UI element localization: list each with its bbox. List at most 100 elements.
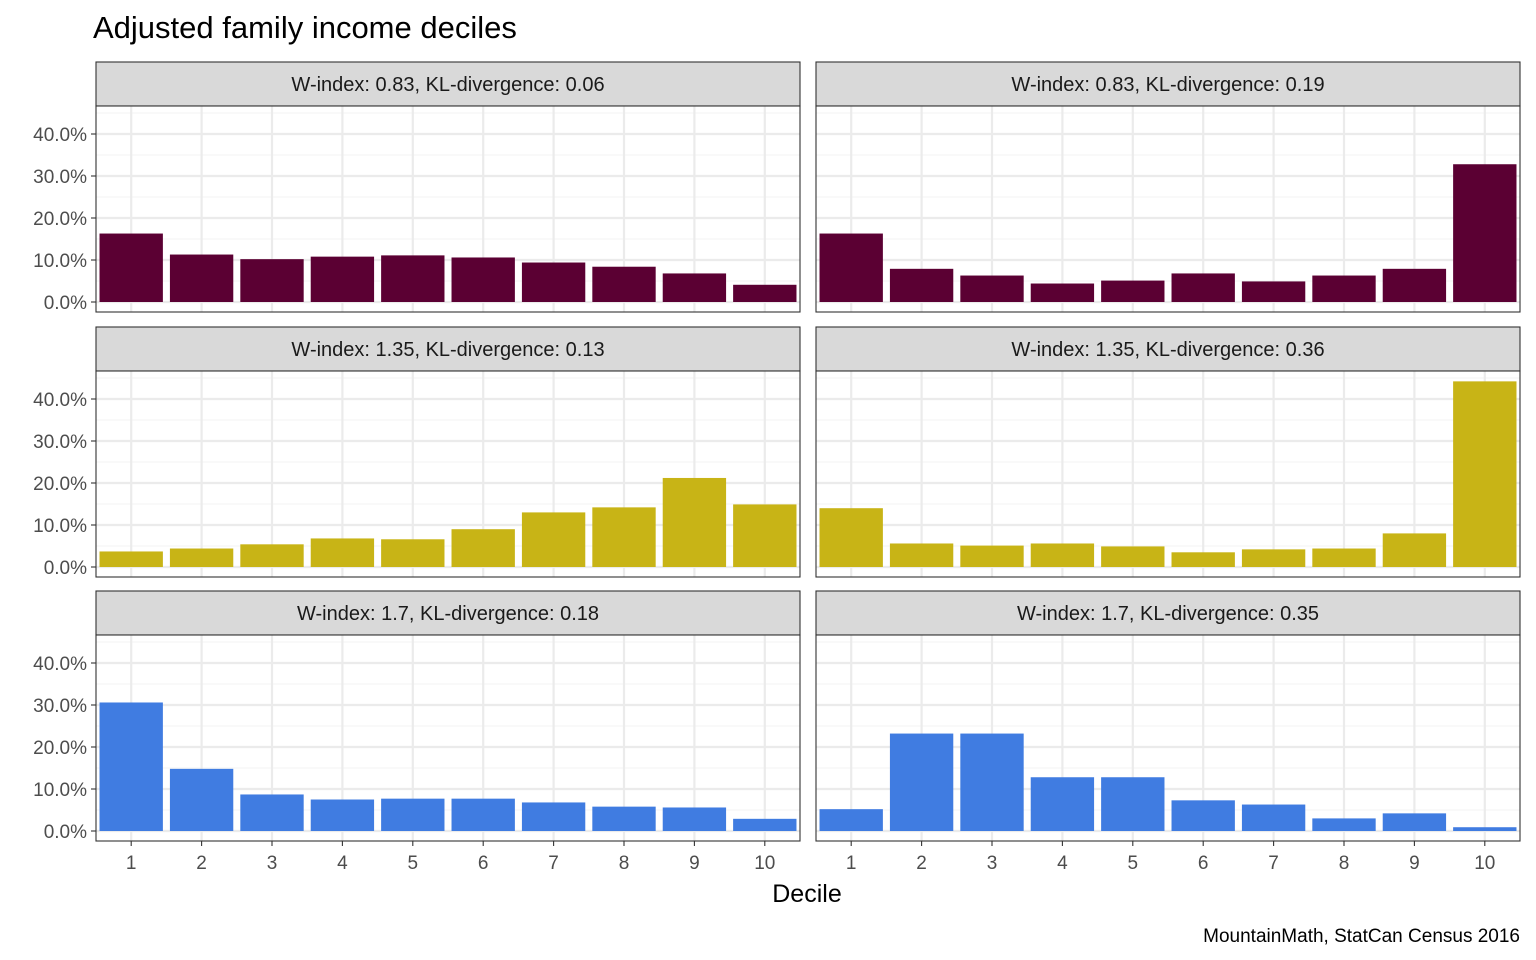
x-tick-label: 6 [1198, 853, 1209, 874]
y-tick-label: 0.0% [44, 822, 87, 843]
facet-strip-label: W-index: 0.83, KL-divergence: 0.06 [291, 74, 604, 96]
bar-decile-8 [1312, 548, 1376, 567]
x-tick-label: 7 [548, 853, 559, 874]
facet-panel-2: W-index: 0.83, KL-divergence: 0.19 [815, 61, 1521, 313]
bar-decile-5 [381, 255, 445, 302]
facet-strip [95, 326, 801, 372]
bar-decile-6 [1171, 800, 1235, 831]
y-tick-label: 20.0% [33, 474, 87, 495]
bar-decile-1 [819, 233, 883, 302]
x-tick-label: 3 [987, 853, 998, 874]
y-tick-label: 30.0% [33, 432, 87, 453]
y-tick-label: 20.0% [33, 209, 87, 230]
bar-decile-5 [1101, 280, 1165, 302]
facet-strip [815, 590, 1521, 636]
bar-decile-5 [381, 539, 445, 567]
bar-decile-2 [889, 543, 954, 567]
panel-border [815, 105, 1521, 313]
x-tick-label: 2 [916, 853, 927, 874]
facet-panel-1: W-index: 0.83, KL-divergence: 0.06 0.0% 10… [33, 61, 801, 314]
facet-strip-label: W-index: 0.83, KL-divergence: 0.19 [1011, 74, 1324, 96]
x-tick-label: 7 [1268, 853, 1279, 874]
facet-panel-3: W-index: 1.35, KL-divergence: 0.13 0.0% 10… [33, 326, 801, 579]
y-tick-label: 0.0% [44, 293, 87, 314]
bar-decile-9 [662, 807, 727, 831]
bar-decile-3 [240, 794, 304, 831]
y-tick-label: 10.0% [33, 780, 87, 801]
bar-decile-9 [662, 477, 727, 567]
facet-strip [815, 326, 1521, 372]
chart-title: Adjusted family income deciles [93, 10, 517, 45]
facet-panel-5: W-index: 1.7, KL-divergence: 0.18 0.0% 10.… [33, 590, 801, 874]
bar-decile-8 [592, 266, 656, 302]
bar-decile-6 [1171, 552, 1235, 567]
panel-border [95, 634, 801, 842]
y-tick-label: 30.0% [33, 696, 87, 717]
facet-panel-4: W-index: 1.35, KL-divergence: 0.36 [815, 326, 1521, 578]
bar-decile-10 [733, 504, 797, 567]
bar-decile-3 [960, 275, 1024, 302]
x-tick-label: 1 [846, 853, 857, 874]
bar-decile-10 [1453, 381, 1517, 567]
facet-strip-label: W-index: 1.7, KL-divergence: 0.35 [1017, 603, 1319, 625]
bar-decile-8 [592, 806, 656, 831]
bar-decile-8 [1312, 818, 1376, 831]
bar-decile-5 [1101, 546, 1165, 567]
bar-decile-3 [240, 259, 304, 302]
bar-decile-10 [1453, 827, 1517, 831]
bar-decile-6 [451, 798, 515, 831]
bar-decile-4 [1030, 283, 1095, 302]
bar-decile-3 [960, 545, 1024, 567]
bar-decile-1 [99, 551, 163, 567]
y-tick-label: 30.0% [33, 167, 87, 188]
bar-decile-6 [1171, 273, 1235, 302]
bar-decile-7 [1241, 549, 1306, 567]
y-tick-label: 40.0% [33, 654, 87, 675]
y-tick-label: 0.0% [44, 558, 87, 579]
x-tick-label: 10 [754, 853, 775, 874]
x-tick-label: 10 [1474, 853, 1495, 874]
panel-border [95, 105, 801, 313]
x-tick-label: 8 [619, 853, 630, 874]
bar-decile-3 [240, 544, 304, 567]
bar-decile-8 [1312, 275, 1376, 302]
y-tick-label: 10.0% [33, 251, 87, 272]
x-tick-label: 5 [1128, 853, 1139, 874]
bar-decile-1 [819, 809, 883, 831]
bar-decile-6 [451, 257, 515, 302]
bar-decile-2 [889, 733, 954, 831]
x-tick-label: 8 [1339, 853, 1350, 874]
bar-decile-7 [1241, 281, 1306, 302]
x-tick-label: 2 [196, 853, 207, 874]
y-tick-label: 40.0% [33, 125, 87, 146]
facet-strip-label: W-index: 1.7, KL-divergence: 0.18 [297, 603, 599, 625]
y-tick-label: 20.0% [33, 738, 87, 759]
caption: MountainMath, StatCan Census 2016 [1203, 926, 1520, 947]
panel-border [95, 370, 801, 578]
bar-decile-4 [310, 799, 375, 831]
facet-panel-6: W-index: 1.7, KL-divergence: 0.35 1 2 3 4 5 6 7… [815, 590, 1521, 874]
bar-decile-2 [889, 268, 954, 302]
bar-decile-7 [1241, 804, 1306, 831]
bar-decile-9 [662, 273, 727, 302]
x-tick-label: 9 [689, 853, 700, 874]
x-tick-label: 4 [337, 853, 348, 874]
bar-decile-7 [521, 802, 586, 831]
x-tick-label: 5 [408, 853, 419, 874]
facet-strip-label: W-index: 1.35, KL-divergence: 0.36 [1011, 339, 1324, 361]
x-tick-label: 3 [267, 853, 278, 874]
bar-decile-8 [592, 507, 656, 567]
bar-decile-7 [521, 262, 586, 302]
bar-decile-4 [1030, 543, 1095, 567]
bar-decile-5 [381, 798, 445, 831]
bar-decile-7 [521, 512, 586, 567]
bar-decile-9 [1382, 533, 1447, 567]
bar-decile-2 [169, 768, 234, 831]
bar-decile-5 [1101, 777, 1165, 831]
bar-decile-1 [99, 702, 163, 831]
y-tick-label: 40.0% [33, 390, 87, 411]
bar-decile-4 [310, 256, 375, 302]
bar-decile-9 [1382, 813, 1447, 831]
bar-decile-1 [819, 508, 883, 567]
